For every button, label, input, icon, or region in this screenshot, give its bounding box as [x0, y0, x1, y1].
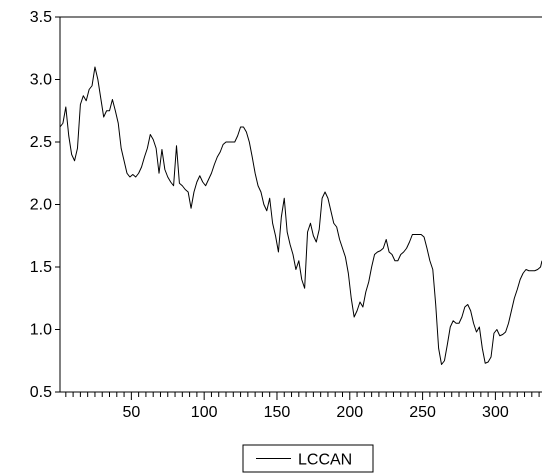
- x-tick-label: 300: [482, 404, 509, 421]
- legend-label: LCCAN: [298, 452, 352, 469]
- axes: [60, 17, 542, 392]
- legend: LCCAN: [243, 445, 373, 472]
- y-tick-label: 3.0: [30, 72, 52, 89]
- x-tick-label: 200: [336, 404, 363, 421]
- x-tick-label: 100: [191, 404, 218, 421]
- y-tick-label: 0.5: [30, 384, 52, 401]
- series-line-lccan: [60, 67, 542, 365]
- y-tick-label: 2.0: [30, 197, 52, 214]
- y-tick-label: 1.5: [30, 259, 52, 276]
- y-tick-label: 3.5: [30, 9, 52, 26]
- x-tick-label: 150: [264, 404, 291, 421]
- series-layer: [60, 67, 542, 365]
- y-tick-label: 1.0: [30, 322, 52, 339]
- y-tick-label: 2.5: [30, 134, 52, 151]
- ticks: [55, 17, 539, 400]
- tick-labels: 0.5 1.0 1.5 2.0 2.5 3.0 3.5 50 100 150 200 250 300: [30, 9, 509, 421]
- x-tick-label: 50: [122, 404, 140, 421]
- x-tick-label: 250: [409, 404, 436, 421]
